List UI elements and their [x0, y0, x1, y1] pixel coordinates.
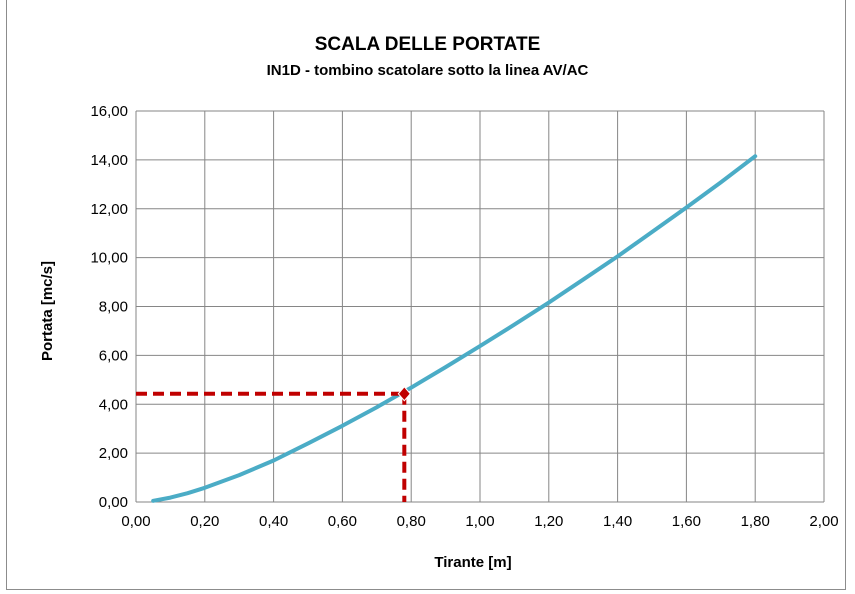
x-tick-label: 0,80 — [397, 513, 426, 530]
grid-lines — [135, 110, 825, 503]
y-tick-label: 10,00 — [90, 250, 128, 267]
y-tick-label: 0,00 — [99, 494, 128, 511]
y-tick-label: 12,00 — [90, 201, 128, 218]
chart-title: SCALA DELLE PORTATE — [314, 34, 541, 55]
chart-subtitle: IN1D - tombino scatolare sotto la linea … — [266, 62, 589, 79]
x-tick-label: 0,00 — [121, 513, 150, 530]
y-tick-labels: 0,00 2,00 4,00 6,00 8,00 10,00 12,00 14,00 16,00 — [90, 103, 128, 511]
y-tick-label: 14,00 — [90, 152, 128, 169]
x-tick-labels: 0,00 0,20 0,40 0,60 0,80 1,00 1,20 1,40 1,60 1,80… — [121, 513, 838, 530]
series-line — [151, 154, 758, 503]
x-tick-label: 0,40 — [259, 513, 288, 530]
x-tick-label: 1,00 — [465, 513, 494, 530]
x-tick-label: 0,60 — [328, 513, 357, 530]
y-tick-label: 16,00 — [90, 103, 128, 120]
y-tick-label: 8,00 — [99, 299, 128, 316]
x-tick-label: 1,20 — [534, 513, 563, 530]
highlight-layer — [136, 385, 411, 502]
highlight-marker — [397, 385, 411, 402]
y-tick-label: 2,00 — [99, 445, 128, 462]
x-tick-label: 2,00 — [809, 513, 838, 530]
chart-frame — [6, 0, 846, 590]
x-tick-label: 1,40 — [603, 513, 632, 530]
y-tick-label: 4,00 — [99, 396, 128, 413]
y-tick-label: 6,00 — [99, 347, 128, 364]
series-layer — [151, 154, 758, 503]
x-tick-label: 0,20 — [190, 513, 219, 530]
x-tick-label: 1,60 — [672, 513, 701, 530]
x-tick-label: 1,80 — [741, 513, 770, 530]
y-axis-label: Portata [mc/s] — [39, 261, 56, 361]
x-axis-label: Tirante [m] — [434, 554, 511, 571]
